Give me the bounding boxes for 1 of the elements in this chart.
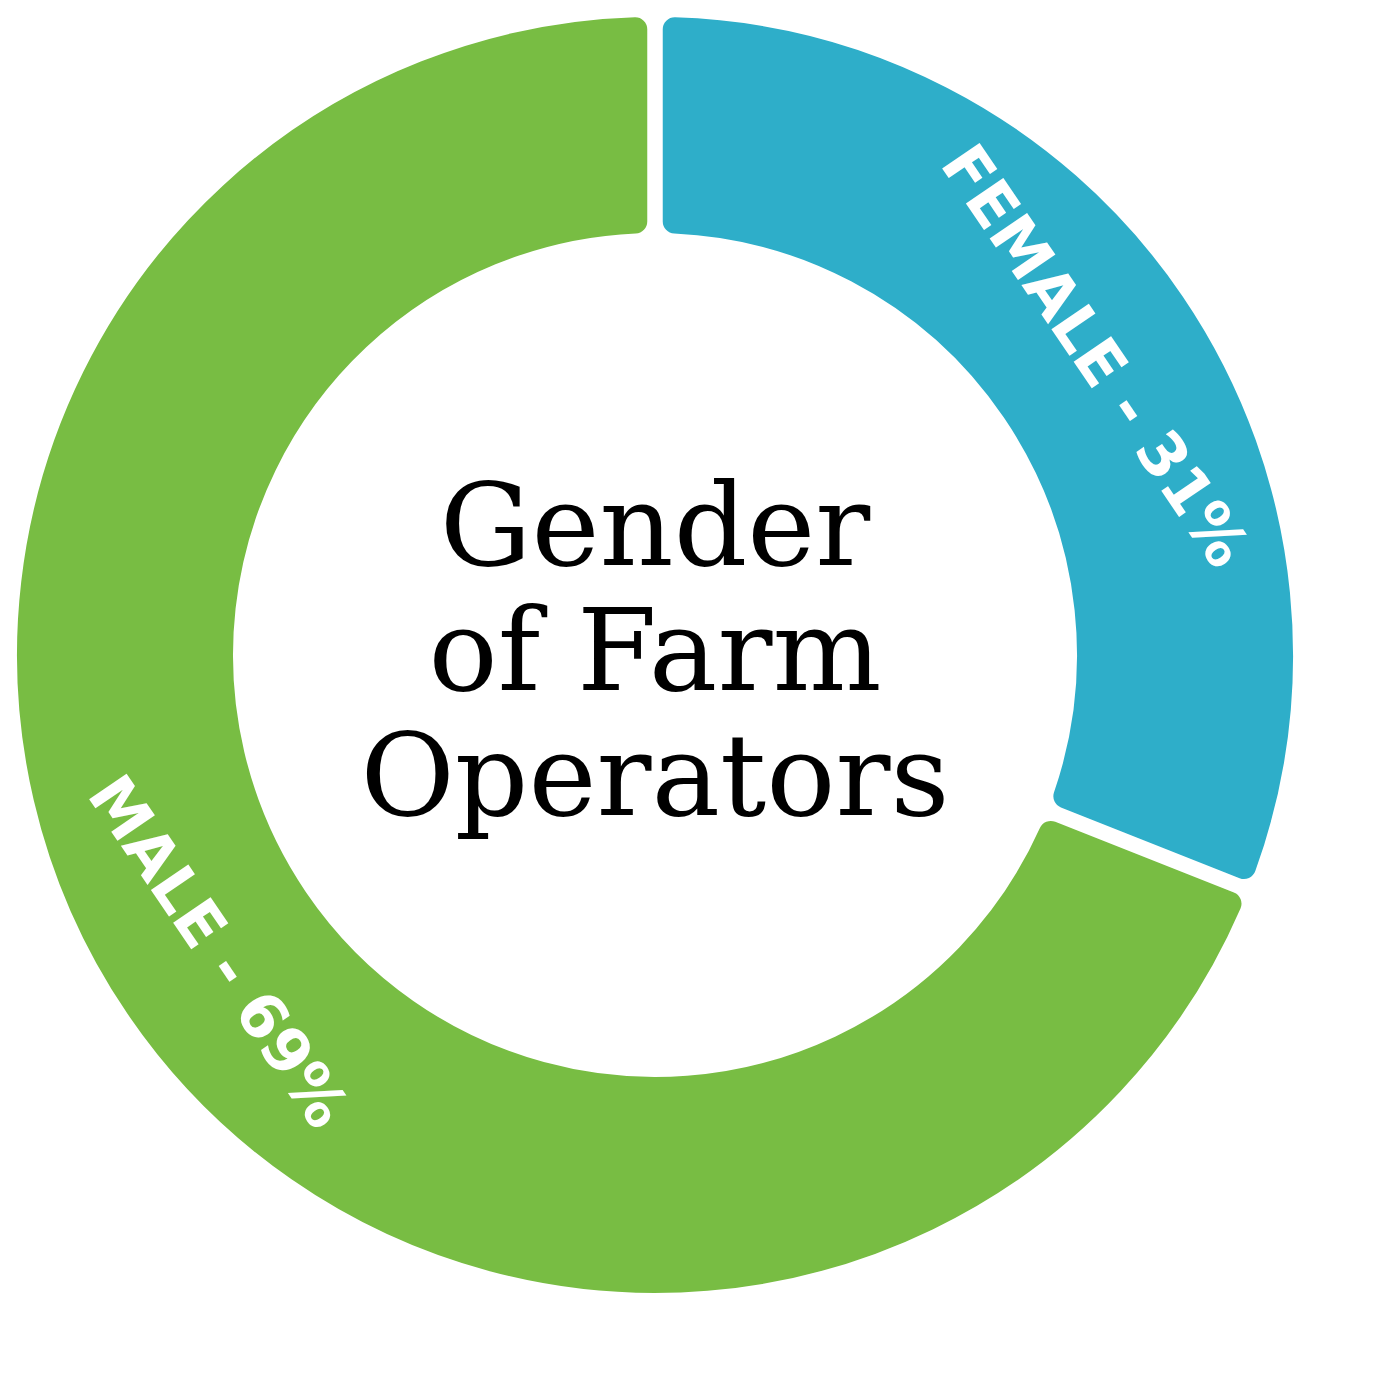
text: Gender of Farm Operators: [360, 458, 950, 842]
